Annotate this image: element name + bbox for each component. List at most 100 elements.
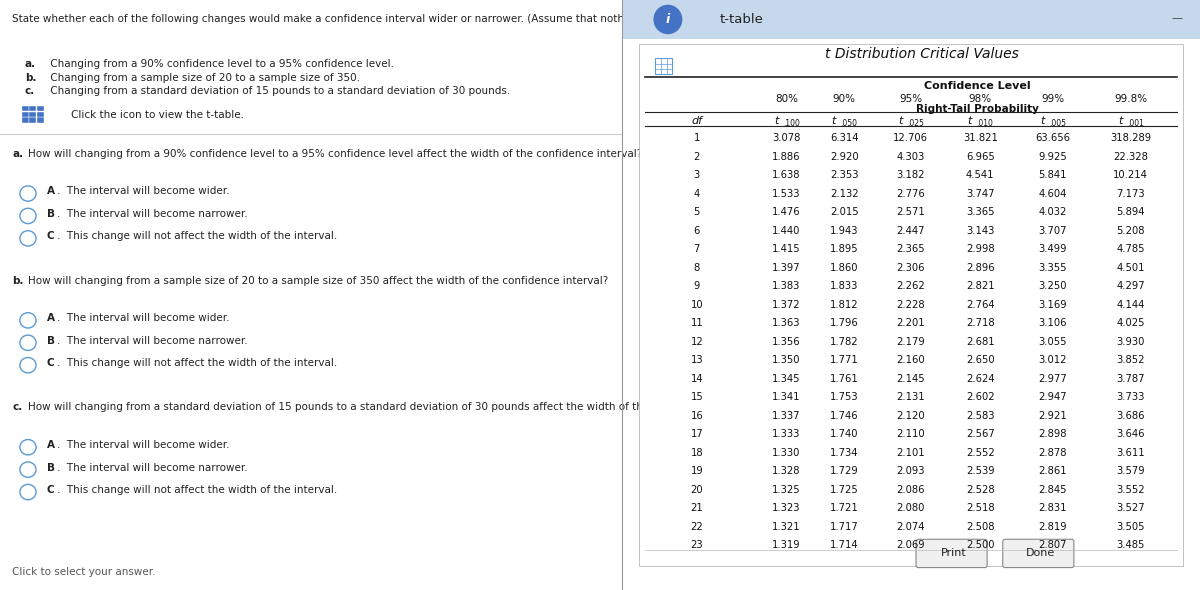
Text: 1.729: 1.729 xyxy=(830,466,859,476)
Text: 1.886: 1.886 xyxy=(772,152,800,162)
Text: 3.611: 3.611 xyxy=(1116,448,1145,458)
Text: 1.812: 1.812 xyxy=(830,300,858,310)
Text: 1.771: 1.771 xyxy=(830,355,859,365)
Text: 2.093: 2.093 xyxy=(896,466,925,476)
Text: 1.397: 1.397 xyxy=(772,263,800,273)
Text: Click the icon to view the t-table.: Click the icon to view the t-table. xyxy=(72,110,245,120)
Text: .  The interval will become wider.: . The interval will become wider. xyxy=(58,313,229,323)
Text: .  The interval will become wider.: . The interval will become wider. xyxy=(58,186,229,196)
Text: 99%: 99% xyxy=(1040,94,1064,104)
Text: How will changing from a standard deviation of 15 pounds to a standard deviation: How will changing from a standard deviat… xyxy=(28,402,744,412)
Text: 2.131: 2.131 xyxy=(896,392,925,402)
Text: 2.624: 2.624 xyxy=(966,374,995,384)
Text: 1.333: 1.333 xyxy=(773,430,800,440)
Text: 2.306: 2.306 xyxy=(896,263,925,273)
Text: 2.201: 2.201 xyxy=(896,319,925,329)
Text: 2.101: 2.101 xyxy=(896,448,925,458)
Text: a.: a. xyxy=(12,149,24,159)
Text: 2.145: 2.145 xyxy=(896,374,925,384)
Text: 3.078: 3.078 xyxy=(773,133,800,143)
Text: 2.228: 2.228 xyxy=(896,300,925,310)
Text: 1.323: 1.323 xyxy=(772,503,800,513)
Text: 2.447: 2.447 xyxy=(896,226,925,236)
Text: 90%: 90% xyxy=(833,94,856,104)
Text: 2.602: 2.602 xyxy=(966,392,995,402)
Text: 2.878: 2.878 xyxy=(1038,448,1067,458)
Text: 3.579: 3.579 xyxy=(1116,466,1145,476)
Text: A: A xyxy=(47,186,55,196)
Text: 2.819: 2.819 xyxy=(1038,522,1067,532)
Text: .010: .010 xyxy=(977,119,994,128)
Text: c.: c. xyxy=(12,402,23,412)
Text: 2.132: 2.132 xyxy=(830,189,858,199)
Text: 3.527: 3.527 xyxy=(1116,503,1145,513)
Text: .  The interval will become wider.: . The interval will become wider. xyxy=(58,440,229,450)
Text: 1.330: 1.330 xyxy=(773,448,800,458)
Text: C: C xyxy=(47,231,54,241)
Text: 5.894: 5.894 xyxy=(1116,208,1145,218)
FancyBboxPatch shape xyxy=(916,539,988,568)
Text: 22: 22 xyxy=(690,522,703,532)
Text: 9: 9 xyxy=(694,281,700,291)
Text: 3.485: 3.485 xyxy=(1116,540,1145,550)
FancyBboxPatch shape xyxy=(29,106,36,111)
Text: 3.143: 3.143 xyxy=(966,226,995,236)
Text: 1.341: 1.341 xyxy=(772,392,800,402)
Text: 1.476: 1.476 xyxy=(772,208,800,218)
Text: 1.833: 1.833 xyxy=(830,281,858,291)
Text: 1.319: 1.319 xyxy=(772,540,800,550)
Text: 2.160: 2.160 xyxy=(896,355,925,365)
Text: How will changing from a sample size of 20 to a sample size of 350 affect the wi: How will changing from a sample size of … xyxy=(28,276,608,286)
Text: .100: .100 xyxy=(782,119,799,128)
Text: 3.012: 3.012 xyxy=(1038,355,1067,365)
Text: 2.571: 2.571 xyxy=(896,208,925,218)
Text: 2.120: 2.120 xyxy=(896,411,925,421)
Text: 4.032: 4.032 xyxy=(1038,208,1067,218)
Text: How will changing from a 90% confidence level to a 95% confidence level affect t: How will changing from a 90% confidence … xyxy=(28,149,642,159)
Text: 1.363: 1.363 xyxy=(772,319,800,329)
Text: .  The interval will become narrower.: . The interval will become narrower. xyxy=(58,336,248,346)
Text: 2.896: 2.896 xyxy=(966,263,995,273)
Text: 1.753: 1.753 xyxy=(830,392,858,402)
Text: 2: 2 xyxy=(694,152,700,162)
Text: 10: 10 xyxy=(690,300,703,310)
Text: i: i xyxy=(666,13,670,26)
Text: t Distribution Critical Values: t Distribution Critical Values xyxy=(826,47,1019,61)
Text: 4.501: 4.501 xyxy=(1116,263,1145,273)
Text: A: A xyxy=(47,313,55,323)
Text: 3.499: 3.499 xyxy=(1038,244,1067,254)
Text: 3.733: 3.733 xyxy=(1116,392,1145,402)
Text: B: B xyxy=(47,336,55,346)
Text: df: df xyxy=(691,116,702,126)
Text: 2.920: 2.920 xyxy=(830,152,858,162)
Text: 1: 1 xyxy=(694,133,700,143)
Text: B: B xyxy=(47,209,55,219)
Text: 99.8%: 99.8% xyxy=(1114,94,1147,104)
Text: 31.821: 31.821 xyxy=(962,133,997,143)
Text: 3.686: 3.686 xyxy=(1116,411,1145,421)
Text: 2.365: 2.365 xyxy=(896,244,925,254)
Text: t: t xyxy=(899,116,902,126)
Text: 1.725: 1.725 xyxy=(830,485,859,495)
Text: 1.746: 1.746 xyxy=(830,411,858,421)
Text: 2.776: 2.776 xyxy=(896,189,925,199)
Text: 2.718: 2.718 xyxy=(966,319,995,329)
Text: 2.552: 2.552 xyxy=(966,448,995,458)
Text: 2.998: 2.998 xyxy=(966,244,995,254)
Text: .  This change will not affect the width of the interval.: . This change will not affect the width … xyxy=(58,231,337,241)
Text: 16: 16 xyxy=(690,411,703,421)
Text: 1.383: 1.383 xyxy=(773,281,800,291)
Text: 2.539: 2.539 xyxy=(966,466,995,476)
Text: 2.015: 2.015 xyxy=(830,208,858,218)
Text: C: C xyxy=(47,358,54,368)
FancyBboxPatch shape xyxy=(37,112,43,117)
Text: 3.250: 3.250 xyxy=(1038,281,1067,291)
FancyBboxPatch shape xyxy=(22,117,29,123)
Text: 3.365: 3.365 xyxy=(966,208,995,218)
Text: 8: 8 xyxy=(694,263,700,273)
Text: 95%: 95% xyxy=(899,94,923,104)
Text: 1.345: 1.345 xyxy=(772,374,800,384)
FancyBboxPatch shape xyxy=(37,117,43,123)
Text: t: t xyxy=(1040,116,1044,126)
Text: 2.518: 2.518 xyxy=(966,503,995,513)
